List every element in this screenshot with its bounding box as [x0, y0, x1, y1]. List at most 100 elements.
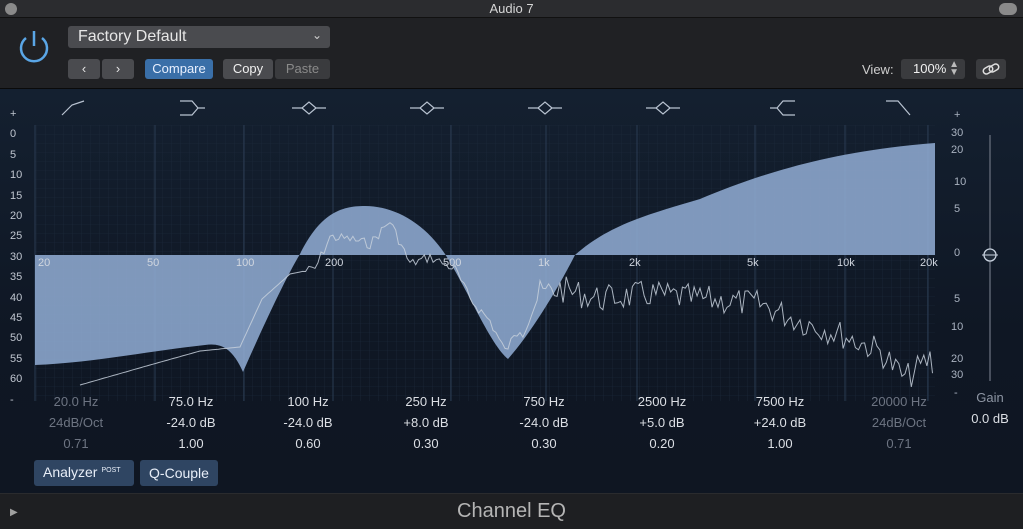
- view-zoom-value: 100%: [913, 61, 947, 76]
- title-bar: Audio 7: [0, 0, 1023, 18]
- right-scale-tick: -: [954, 387, 958, 399]
- left-scale-tick: -: [10, 393, 14, 406]
- band-4-params: 250 Hz +8.0 dB 0.30: [376, 391, 476, 454]
- plugin-footer: ▶ Channel EQ: [0, 493, 1023, 529]
- band-q-value[interactable]: 0.71: [63, 436, 89, 451]
- band-freq-value[interactable]: 7500 Hz: [755, 394, 805, 409]
- plugin-header: Factory Default ⌄ ‹ › Compare Copy Paste…: [0, 18, 1023, 88]
- band7-highshelf-icon: [770, 100, 795, 116]
- right-scale-tick: 0: [954, 247, 961, 259]
- frequency-label: 1k: [538, 257, 550, 269]
- link-button[interactable]: [976, 59, 1006, 79]
- preset-name: Factory Default: [78, 28, 187, 45]
- plugin-name: Channel EQ: [457, 500, 566, 522]
- band-freq-value[interactable]: 20.0 Hz: [53, 394, 99, 409]
- band-3-params: 100 Hz -24.0 dB 0.60: [258, 391, 358, 454]
- chevron-down-icon: ⌄: [311, 28, 322, 42]
- left-scale-tick: 60: [10, 373, 23, 386]
- left-scale-tick: 40: [10, 291, 23, 304]
- left-scale-tick: 45: [10, 312, 23, 324]
- left-scale-tick: 25: [10, 230, 23, 243]
- left-scale-tick: 35: [10, 271, 23, 284]
- eq-graph[interactable]: [0, 89, 1023, 494]
- power-icon[interactable]: [14, 26, 54, 66]
- q-couple-button[interactable]: Q-Couple: [140, 460, 218, 486]
- band-gain-value[interactable]: 24dB/Oct: [871, 415, 927, 430]
- left-scale-tick: +: [10, 108, 17, 120]
- band-freq-value[interactable]: 20000 Hz: [871, 394, 927, 409]
- right-scale-tick: 5: [954, 203, 961, 215]
- expand-triangle-icon[interactable]: ▶: [10, 507, 18, 518]
- copy-button[interactable]: Copy: [223, 59, 273, 79]
- preset-dropdown[interactable]: Factory Default ⌄: [68, 26, 330, 48]
- frequency-label: 20: [38, 257, 51, 269]
- frequency-label: 50: [147, 257, 160, 269]
- frequency-label: 2k: [629, 257, 641, 269]
- band-freq-value[interactable]: 2500 Hz: [637, 394, 687, 409]
- gain-label: Gain: [976, 390, 1004, 405]
- band-freq-value[interactable]: 100 Hz: [287, 394, 329, 409]
- gain-column: Gain 0.0 dB: [960, 387, 1020, 429]
- right-scale-tick: 20: [951, 144, 964, 156]
- analyzer-trace: [79, 222, 933, 388]
- band6-bell-icon: [646, 101, 680, 115]
- band-7-params: 7500 Hz +24.0 dB 1.00: [730, 391, 830, 454]
- band-q-value[interactable]: 0.71: [886, 436, 912, 451]
- band-gain-value[interactable]: -24.0 dB: [519, 415, 569, 430]
- compare-button[interactable]: Compare: [145, 59, 213, 79]
- previous-preset-button[interactable]: ‹: [68, 59, 100, 79]
- band-gain-value[interactable]: +24.0 dB: [753, 415, 807, 430]
- analyzer-post-badge: POST: [101, 467, 121, 474]
- paste-button[interactable]: Paste: [275, 59, 330, 79]
- band-q-value[interactable]: 0.20: [649, 436, 675, 451]
- eq-curve[interactable]: [35, 143, 935, 372]
- band-freq-value[interactable]: 750 Hz: [523, 394, 565, 409]
- left-scale-tick: 10: [10, 169, 23, 182]
- band-gain-value[interactable]: -24.0 dB: [283, 415, 333, 430]
- left-scale-tick: 30: [10, 250, 23, 263]
- right-scale-tick: 5: [954, 293, 961, 305]
- band5-bell-icon: [528, 101, 562, 115]
- band-freq-value[interactable]: 75.0 Hz: [168, 394, 214, 409]
- window-zoom-icon[interactable]: [999, 3, 1017, 15]
- band-6-params: 2500 Hz +5.0 dB 0.20: [612, 391, 712, 454]
- band-q-value[interactable]: 1.00: [178, 436, 204, 451]
- right-scale-tick: 10: [954, 176, 967, 188]
- band-gain-value[interactable]: 24dB/Oct: [48, 415, 104, 430]
- band-freq-value[interactable]: 250 Hz: [405, 394, 447, 409]
- left-scale-tick: 50: [10, 332, 23, 345]
- left-scale-tick: 5: [10, 148, 17, 161]
- band3-bell-icon: [292, 101, 326, 115]
- left-scale-tick: 20: [10, 210, 23, 222]
- left-scale-tick: 0: [10, 128, 17, 141]
- band-q-value[interactable]: 0.30: [413, 436, 439, 451]
- band4-bell-icon: [410, 101, 444, 115]
- band-gain-value[interactable]: +8.0 dB: [403, 415, 449, 430]
- band-shape-icons: [61, 100, 911, 116]
- band-8-params: 20000 Hz 24dB/Oct 0.71: [849, 391, 949, 454]
- link-icon: [982, 63, 1000, 75]
- band2-lowshelf-icon: [180, 100, 205, 116]
- band-q-value[interactable]: 1.00: [767, 436, 793, 451]
- eq-display[interactable]: +0 5 10 15 20 25 30 35 40 45 50 55 60- +30 20 10 5 0 5 10 2…: [0, 88, 1023, 493]
- band-1-params: 20.0 Hz 24dB/Oct 0.71: [26, 391, 126, 454]
- band-q-value[interactable]: 0.30: [531, 436, 557, 451]
- band-q-value[interactable]: 0.60: [295, 436, 321, 451]
- analyzer-button[interactable]: Analyzer POST: [34, 460, 134, 486]
- band-5-params: 750 Hz -24.0 dB 0.30: [494, 391, 594, 454]
- band1-lowcut-icon: [61, 100, 85, 116]
- stepper-icon: ▲ ▼: [949, 59, 959, 78]
- frequency-label: 500: [443, 257, 462, 269]
- band-gain-value[interactable]: -24.0 dB: [166, 415, 216, 430]
- band8-highcut-icon: [886, 100, 911, 116]
- frequency-label: 100: [236, 257, 255, 269]
- left-scale-tick: 15: [10, 189, 23, 202]
- close-window-icon[interactable]: [5, 3, 17, 15]
- right-scale-tick: +: [954, 109, 961, 121]
- band-gain-value[interactable]: +5.0 dB: [639, 415, 685, 430]
- gain-value[interactable]: 0.0 dB: [971, 411, 1009, 426]
- frequency-label: 200: [325, 257, 344, 269]
- next-preset-button[interactable]: ›: [102, 59, 134, 79]
- view-zoom-select[interactable]: 100% ▲ ▼: [901, 59, 965, 79]
- window-title: Audio 7: [489, 1, 534, 16]
